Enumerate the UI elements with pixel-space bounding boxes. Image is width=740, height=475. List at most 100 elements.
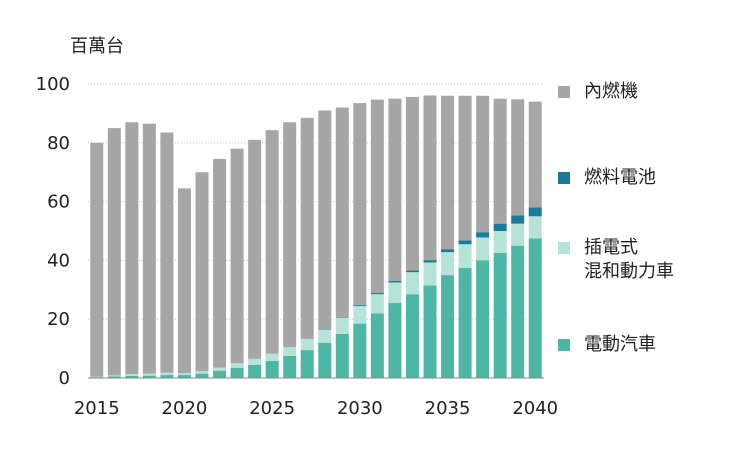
bar-segment (265, 130, 279, 354)
bar-segment (458, 267, 472, 378)
bar-segment (248, 139, 262, 359)
bar-segment (213, 158, 227, 368)
bar-segment (476, 95, 490, 233)
bar-segment (318, 342, 332, 378)
legend-item-ice: 內燃機 (558, 80, 638, 104)
bar-segment (476, 237, 490, 261)
bar-segment (283, 355, 297, 378)
x-tick-label: 2035 (425, 398, 471, 419)
bar-segment (318, 329, 332, 343)
bar-segment (370, 99, 384, 294)
y-tick-label: 20 (47, 309, 70, 330)
bar-segment (370, 293, 384, 295)
legend-swatch-ice (558, 86, 570, 98)
bar-segment (160, 132, 174, 373)
y-tick-label: 100 (36, 74, 70, 95)
x-tick-label: 2030 (337, 398, 383, 419)
bar-segment (107, 375, 121, 377)
bar-segment (441, 275, 455, 378)
bar-segment (195, 172, 209, 372)
y-tick-label: 80 (47, 133, 70, 154)
legend-item-ev: 電動汽車 (558, 333, 656, 357)
bar-segment (318, 110, 332, 330)
bar-segment (370, 313, 384, 378)
bar-segment (458, 95, 472, 241)
bar-segment (195, 373, 209, 378)
y-tick-label: 0 (59, 368, 70, 389)
bars (90, 95, 542, 378)
legend-label-ice: 內燃機 (584, 81, 638, 102)
bar-segment (248, 364, 262, 378)
bar-segment (335, 317, 349, 318)
bar-segment (441, 252, 455, 276)
bar-segment (423, 262, 437, 286)
x-tick-label: 2040 (512, 398, 558, 419)
bar-segment (230, 363, 244, 368)
bar-segment (423, 95, 437, 261)
bar-segment (230, 148, 244, 364)
bar-segment (353, 323, 367, 378)
bar-segment (405, 270, 419, 273)
legend-swatch-fuel-cell (558, 172, 570, 184)
bar-segment (353, 305, 367, 306)
bar-segment (493, 231, 507, 254)
bar-segment (125, 374, 139, 376)
bar-segment (107, 376, 121, 378)
bar-segment (125, 122, 139, 375)
bar-segment (388, 303, 402, 378)
bar-segment (90, 142, 104, 377)
bar-segment (300, 350, 314, 378)
bar-segment (528, 238, 542, 378)
bar-segment (405, 96, 419, 271)
legend-swatch-phev (558, 242, 570, 254)
bar-segment (90, 376, 104, 378)
bar-segment (230, 367, 244, 378)
y-tick-label: 40 (47, 250, 70, 271)
bar-segment (511, 223, 525, 246)
bar-segment (458, 244, 472, 268)
bar-segment (493, 223, 507, 231)
bar-segment (441, 95, 455, 250)
legend-label-fuel-cell: 燃料電池 (584, 167, 656, 188)
bar-segment (370, 294, 384, 314)
bar-segment (195, 371, 209, 374)
bar-segment (300, 338, 314, 351)
bar-segment (511, 215, 525, 224)
bar-segment (265, 360, 279, 378)
legend-label-phev: 插電式 混和動力車 (584, 237, 674, 282)
legend-swatch-ev (558, 339, 570, 351)
bar-segment (177, 188, 191, 374)
y-tick-label: 60 (47, 192, 70, 213)
legend-item-phev: 插電式 混和動力車 (558, 236, 674, 284)
bar-segment (511, 245, 525, 378)
x-tick-label: 2020 (162, 398, 208, 419)
bar-segment (335, 317, 349, 334)
bar-segment (476, 260, 490, 378)
gridlines (88, 83, 544, 320)
bar-segment (177, 375, 191, 378)
bar-segment (177, 373, 191, 376)
bar-segment (335, 333, 349, 378)
bar-segment (335, 107, 349, 318)
bar-segment (423, 260, 437, 263)
x-tick-labels: 2015 2020 2025 2030 2035 2040 (74, 398, 558, 419)
bar-segment (318, 329, 332, 330)
bar-segment (476, 232, 490, 238)
legend-label-ev: 電動汽車 (584, 334, 656, 355)
y-tick-labels: 0 20 40 60 80 100 (36, 74, 70, 389)
bar-segment (511, 99, 525, 216)
bar-segment (300, 117, 314, 339)
bar-segment (493, 253, 507, 378)
bar-segment (125, 375, 139, 378)
x-tick-label: 2025 (249, 398, 295, 419)
bar-segment (160, 375, 174, 378)
bar-segment (142, 375, 156, 378)
bar-segment (458, 240, 472, 245)
bar-segment (388, 282, 402, 304)
bar-segment (441, 249, 455, 253)
y-axis-unit-label: 百萬台 (70, 36, 124, 57)
bar-segment (528, 101, 542, 208)
bar-segment (405, 294, 419, 378)
bar-segment (423, 285, 437, 378)
